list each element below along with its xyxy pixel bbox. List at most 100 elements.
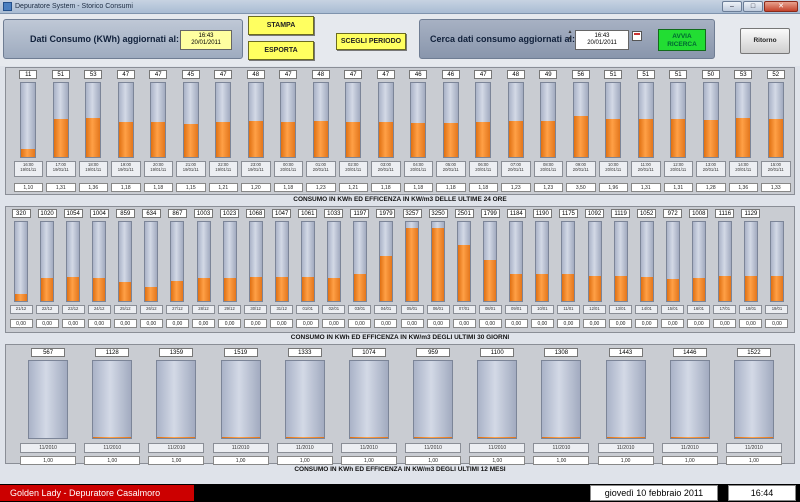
- consumption-value: 1979: [376, 209, 396, 218]
- consumption-value: 51: [51, 70, 70, 79]
- consumption-value: 46: [441, 70, 460, 79]
- esporta-button[interactable]: ESPORTA: [248, 41, 314, 60]
- consumption-value: 45: [181, 70, 200, 79]
- consumption-fill: [53, 119, 68, 157]
- efficiency-value: 1,18: [468, 183, 498, 192]
- period-label: 29/12: [218, 305, 242, 314]
- ritorno-button[interactable]: Ritorno: [740, 28, 790, 54]
- stampa-button[interactable]: STAMPA: [248, 16, 314, 35]
- efficiency-value: 0,00: [530, 319, 554, 328]
- period-time: 22:00: [218, 162, 229, 167]
- consumption-bar: [457, 221, 472, 302]
- efficiency-value: 0,00: [218, 319, 242, 328]
- consumption-bar: [605, 82, 622, 158]
- period-date: 11/01: [563, 306, 574, 311]
- consumption-value: 1008: [689, 209, 709, 218]
- period-date: 25/12: [120, 306, 131, 311]
- minimize-icon[interactable]: –: [722, 1, 742, 12]
- period-label: 12/01: [582, 305, 607, 314]
- consumption-value: 3250: [428, 209, 448, 218]
- consumption-bar: [735, 82, 752, 158]
- consumption-fill: [432, 227, 445, 301]
- consumption-value: 867: [167, 209, 187, 218]
- efficiency-value: 0,00: [139, 319, 163, 328]
- period-label: 11/2010: [597, 443, 654, 453]
- efficiency-value: 0,00: [765, 319, 789, 328]
- efficiency-value: 1,00: [725, 456, 782, 465]
- efficiency-value: 1,18: [111, 183, 141, 192]
- period-date: 29/12: [224, 306, 235, 311]
- period-label: 28/12: [191, 305, 216, 314]
- consumption-fill: [508, 121, 523, 157]
- period-label: 03/01: [348, 305, 372, 314]
- efficiency-value: 0,00: [374, 319, 398, 328]
- consumption-value: 1522: [736, 348, 771, 357]
- consumption-value: 1443: [608, 348, 643, 357]
- consumption-value: 51: [604, 70, 623, 79]
- consumption-value: 47: [344, 70, 363, 79]
- period-label: 11/2010: [405, 443, 462, 453]
- consumption-bar: [300, 221, 315, 302]
- period-time: 09:00: [575, 162, 586, 167]
- period-time: 17:00: [55, 162, 66, 167]
- period-date: 20/01/11: [312, 167, 329, 172]
- period-date: 26/12: [146, 306, 157, 311]
- updated-time: 16:43: [198, 33, 214, 39]
- consumption-fill: [718, 275, 731, 301]
- period-label: 10:00 20/01/11: [598, 161, 628, 177]
- maximize-icon[interactable]: □: [743, 1, 763, 12]
- period-date: 20/01/11: [280, 167, 297, 172]
- consumption-bar: [767, 82, 784, 158]
- close-icon[interactable]: ✕: [764, 1, 798, 12]
- consumption-bar: [247, 82, 264, 158]
- search-datetime-input[interactable]: 16:43 20/01/2011: [575, 30, 629, 50]
- efficiency-value: 1,18: [143, 183, 173, 192]
- avvia-ricerca-button[interactable]: AVVIA RICERCA: [658, 29, 706, 51]
- calendar-icon[interactable]: [632, 31, 642, 41]
- period-label: 31/12: [270, 305, 294, 314]
- plant-name: Golden Lady - Depuratore Casalmoro: [0, 485, 194, 501]
- period-date: 19/01/11: [20, 167, 37, 172]
- consumption-bar: [20, 82, 37, 158]
- scegli-periodo-button[interactable]: SCEGLI PERIODO: [336, 33, 406, 50]
- period-date: 20/01/11: [702, 167, 719, 172]
- period-label: 11/2010: [533, 443, 590, 453]
- period-date: 17/01: [719, 306, 731, 311]
- consumption-fill: [249, 276, 262, 301]
- consumption-bar: [743, 221, 758, 302]
- period-date: 20/01/11: [475, 167, 492, 172]
- consumption-value: 1092: [585, 209, 604, 218]
- efficiency-value: 1,00: [20, 456, 77, 465]
- period-time: 18:00: [88, 162, 99, 167]
- consumption-value: 634: [141, 209, 161, 218]
- consumption-value: 47: [376, 70, 395, 79]
- consumption-value: 1052: [637, 209, 657, 218]
- consumo-label: Dati Consumo (KWh) aggiornati al:: [30, 34, 179, 44]
- consumption-value: 1033: [324, 209, 344, 218]
- period-time: 20:00: [153, 162, 164, 167]
- period-date: 19/01/11: [52, 167, 69, 172]
- efficiency-value: 0,00: [113, 319, 137, 328]
- period-label: 18/01: [739, 305, 763, 314]
- period-date: 01/01: [302, 306, 313, 311]
- period-date: 04/01: [380, 306, 392, 311]
- period-label: 00:00 20/01/11: [273, 161, 303, 177]
- efficiency-value: 1,00: [661, 456, 718, 465]
- consumption-fill: [734, 436, 773, 438]
- consumption-bar: [509, 221, 524, 302]
- period-date: 03/01: [354, 306, 366, 311]
- status-bar: Golden Lady - Depuratore Casalmoro giove…: [0, 484, 800, 502]
- consumption-bar: [118, 221, 133, 302]
- efficiency-value: 1,00: [84, 456, 141, 465]
- period-date: 09/01: [511, 306, 522, 311]
- consumption-bar: [144, 221, 159, 302]
- time-spinner[interactable]: ▲ ▼: [567, 29, 573, 42]
- consumption-bar: [639, 221, 654, 302]
- consumption-bar: [117, 82, 134, 158]
- period-time: 23:00: [250, 162, 261, 167]
- consumption-bar: [40, 221, 55, 302]
- consumption-bar: [170, 221, 185, 302]
- efficiency-value: 0,00: [713, 319, 737, 328]
- consumption-value: 1308: [544, 348, 579, 357]
- consumption-value: 48: [311, 70, 330, 79]
